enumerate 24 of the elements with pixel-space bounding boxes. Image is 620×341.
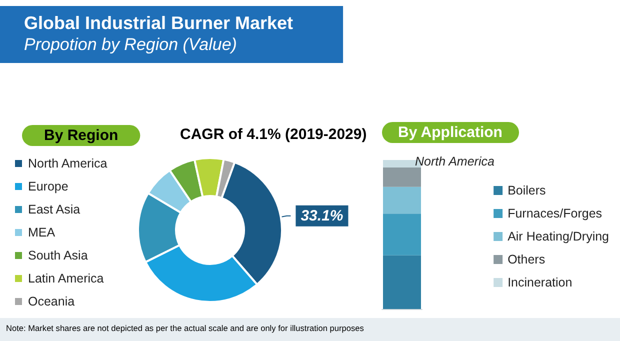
legend-label: East Asia — [28, 202, 80, 216]
legend-label: Incineration — [508, 276, 572, 290]
data-label: 33.1% — [300, 207, 344, 224]
legend-label: Furnaces/Forges — [508, 206, 602, 220]
text: Note: Market shares are not depicted as per the actual scale and are only for illustration purposes — [6, 323, 364, 333]
legend-label: Latin America — [28, 272, 104, 286]
bar — [383, 214, 421, 256]
chart-title: By Application — [398, 124, 502, 141]
bar — [383, 167, 421, 187]
legend-label: Europe — [28, 180, 68, 194]
chart-subtitle: Propotion by Region (Value) — [24, 35, 237, 54]
legend-label: MEA — [28, 226, 56, 240]
legend-label: Air Heating/Drying — [508, 230, 610, 244]
legend-label: South Asia — [28, 248, 88, 262]
legend-label: Oceania — [28, 294, 75, 308]
text: By Region — [44, 127, 118, 144]
legend-label: Others — [508, 252, 546, 266]
chart-title: Global Industrial Burner Market — [24, 13, 294, 33]
text: CAGR of 4.1% (2019-2029) — [180, 126, 367, 143]
legend-label: North America — [28, 156, 108, 170]
legend-label: Boilers — [508, 184, 546, 198]
bar — [383, 186, 421, 214]
text: North America — [415, 154, 494, 168]
bar — [383, 255, 421, 309]
